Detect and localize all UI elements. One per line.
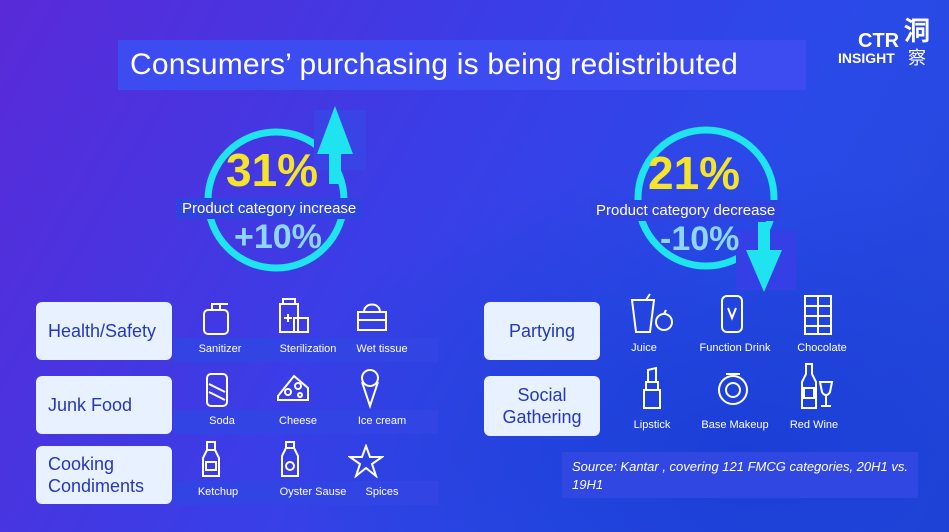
increase-percent: 31%	[226, 144, 319, 196]
label-strip	[174, 338, 438, 362]
item-label: Sanitizer	[198, 343, 242, 355]
item-label: Red Wine	[789, 419, 839, 431]
spices-icon	[348, 444, 384, 478]
increase-caption: Product category increase	[176, 198, 363, 219]
chocolate-icon	[804, 295, 832, 335]
category-health-safety: Health/Safety	[36, 302, 172, 360]
item-label: Cheese	[279, 415, 317, 427]
red-wine-icon	[801, 363, 834, 409]
label-strip	[174, 410, 438, 434]
category-partying: Partying	[484, 302, 600, 360]
item-label: Oyster Sause	[279, 486, 347, 498]
function-drink-icon	[721, 295, 743, 333]
label-strip	[174, 481, 438, 505]
logo-text-ctr: CTR	[858, 30, 900, 52]
lipstick-icon	[643, 366, 661, 409]
item-label: Ice cream	[357, 415, 407, 427]
item-label: Sterilization	[279, 343, 337, 355]
decrease-circle-icon	[634, 126, 796, 292]
ice-cream-icon	[361, 369, 379, 410]
logo-cn-2: 察	[908, 48, 926, 68]
item-label: Ketchup	[197, 486, 239, 498]
item-label: Chocolate	[797, 342, 847, 354]
item-label: Wet tissue	[356, 343, 408, 355]
decrease-percent: 21%	[648, 147, 741, 199]
page-title: Consumers’ purchasing is being redistrib…	[118, 40, 806, 90]
item-label: Lipstick	[633, 419, 671, 431]
item-label: Function Drink	[699, 342, 771, 354]
oyster-sauce-icon	[281, 441, 299, 477]
increase-change: +10%	[234, 218, 322, 256]
item-label: Spices	[365, 486, 399, 498]
category-junk-food: Junk Food	[36, 376, 172, 434]
item-label: Juice	[631, 342, 657, 354]
category-social-gathering-label: Social Gathering	[502, 385, 582, 427]
decrease-change: -10%	[660, 220, 740, 258]
base-makeup-icon	[718, 373, 748, 405]
item-label: Soda	[209, 415, 235, 427]
cheese-icon	[277, 374, 309, 401]
ctr-insight-logo: CTR INSIGHT 洞 察	[836, 18, 946, 74]
sterilization-icon	[279, 298, 309, 333]
juice-icon	[630, 293, 673, 333]
decrease-caption: Product category decrease	[590, 200, 782, 221]
ketchup-icon	[202, 441, 220, 477]
item-label: Base Makeup	[701, 419, 769, 431]
source-note: Source: Kantar , covering 121 FMCG categ…	[562, 452, 918, 498]
category-social-gathering: Social Gathering	[484, 376, 600, 436]
category-cooking-condiments: Cooking Condiments	[36, 446, 172, 504]
sanitizer-icon	[203, 303, 229, 335]
wet-tissue-icon	[357, 303, 387, 331]
soda-icon	[206, 373, 228, 407]
logo-text-insight: INSIGHT	[838, 50, 895, 66]
logo-cn-1: 洞	[904, 16, 931, 46]
